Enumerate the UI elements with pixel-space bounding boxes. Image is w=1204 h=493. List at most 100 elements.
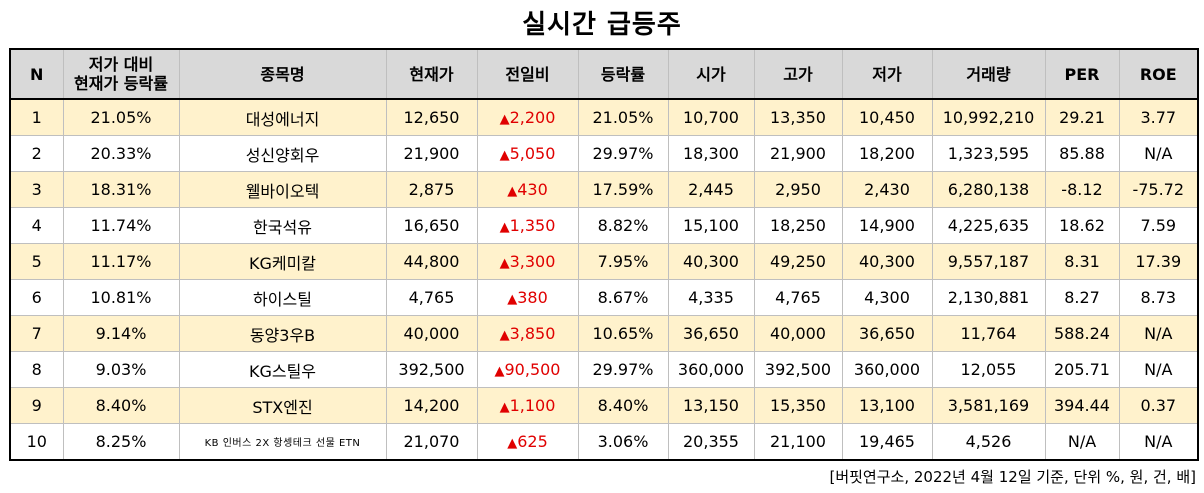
cell-col-roe: 7.59	[1118, 207, 1199, 244]
cell-col-low: 2,430	[841, 171, 933, 208]
cell-col-n: 10	[9, 423, 64, 461]
cell-col-name: 하이스틸	[178, 279, 387, 316]
cell-col-n: 4	[9, 207, 64, 244]
cell-col-current-price: 392,500	[385, 351, 478, 388]
cell-col-name: KG케미칼	[178, 243, 387, 280]
cell-col-open: 4,335	[667, 279, 755, 316]
header-col-low-vs-current-line: 현재가 등락률	[74, 74, 168, 93]
triangle-up-icon: ▲	[507, 436, 518, 451]
cell-col-open: 36,650	[667, 315, 755, 352]
triangle-up-icon: ▲	[499, 148, 510, 163]
cell-col-change-rate: 17.59%	[577, 171, 669, 208]
cell-col-change-rate: 7.95%	[577, 243, 669, 280]
cell-col-high: 49,250	[753, 243, 843, 280]
header-col-low-line: 저가	[872, 64, 902, 84]
header-col-roe: ROE	[1118, 48, 1199, 100]
cell-col-volume: 4,526	[931, 423, 1046, 461]
triangle-up-icon: ▲	[499, 400, 510, 415]
cell-col-per: 394.44	[1044, 387, 1120, 424]
cell-col-per: N/A	[1044, 423, 1120, 461]
cell-col-per: 18.62	[1044, 207, 1120, 244]
cell-col-change-rate: 8.40%	[577, 387, 669, 424]
cell-col-per: 8.31	[1044, 243, 1120, 280]
cell-col-roe: 3.77	[1118, 98, 1199, 136]
source-note: [버핏연구소, 2022년 4월 12일 기준, 단위 %, 원, 건, 배]	[829, 468, 1196, 486]
cell-col-n: 9	[9, 387, 64, 424]
cell-col-volume: 3,581,169	[931, 387, 1046, 424]
cell-col-high: 4,765	[753, 279, 843, 316]
cell-col-low: 13,100	[841, 387, 933, 424]
cell-col-name: KB 인버스 2X 항셍테크 선물 ETN	[178, 423, 387, 461]
header-col-name-line: 종목명	[260, 64, 305, 84]
cell-col-roe: 0.37	[1118, 387, 1199, 424]
cell-col-high: 15,350	[753, 387, 843, 424]
table-row: 9 8.40% STX엔진 14,200 ▲1,100 8.40% 13,150 15,350…	[9, 387, 1199, 424]
cell-col-n: 8	[9, 351, 64, 388]
cell-col-current-price: 21,900	[385, 135, 478, 172]
cell-col-roe: -75.72	[1118, 171, 1199, 208]
cell-col-volume: 2,130,881	[931, 279, 1046, 316]
stock-table: N 저가 대비 현재가 등락률 종목명 현재가 전일비 등락률 시가 고가 저가 거래량 PER ROE…	[9, 48, 1199, 461]
cell-col-change: ▲625	[476, 423, 579, 461]
cell-col-open: 40,300	[667, 243, 755, 280]
cell-col-low: 14,900	[841, 207, 933, 244]
cell-col-change: ▲5,050	[476, 135, 579, 172]
header-col-roe-line: ROE	[1139, 64, 1177, 84]
cell-col-current-price: 21,070	[385, 423, 478, 461]
cell-col-per: 588.24	[1044, 315, 1120, 352]
cell-col-current-price: 14,200	[385, 387, 478, 424]
cell-col-name: 대성에너지	[178, 98, 387, 136]
cell-col-per: 29.21	[1044, 98, 1120, 136]
header-col-volume: 거래량	[931, 48, 1046, 100]
cell-col-current-price: 16,650	[385, 207, 478, 244]
cell-col-change-rate: 3.06%	[577, 423, 669, 461]
header-col-n: N	[9, 48, 64, 100]
change-value: 1,100	[509, 396, 556, 415]
table-row: 4 11.74% 한국석유 16,650 ▲1,350 8.82% 15,100 18,250…	[9, 207, 1199, 244]
cell-col-volume: 4,225,635	[931, 207, 1046, 244]
cell-col-change: ▲1,100	[476, 387, 579, 424]
triangle-up-icon: ▲	[499, 112, 510, 127]
cell-col-roe: N/A	[1118, 423, 1199, 461]
header-col-n-line: N	[30, 64, 44, 84]
cell-col-open: 15,100	[667, 207, 755, 244]
table-row: 7 9.14% 동양3우B 40,000 ▲3,850 10.65% 36,650 40,00…	[9, 315, 1199, 352]
cell-col-per: 205.71	[1044, 351, 1120, 388]
change-value: 3,850	[509, 324, 556, 343]
table-row: 1 21.05% 대성에너지 12,650 ▲2,200 21.05% 10,700 13,3…	[9, 98, 1199, 136]
cell-col-change-rate: 29.97%	[577, 351, 669, 388]
table-row: 6 10.81% 하이스틸 4,765 ▲380 8.67% 4,335 4,765 4,300…	[9, 279, 1199, 316]
cell-col-roe: N/A	[1118, 351, 1199, 388]
cell-col-low: 40,300	[841, 243, 933, 280]
cell-col-current-price: 4,765	[385, 279, 478, 316]
cell-col-per: 8.27	[1044, 279, 1120, 316]
header-col-change-rate: 등락률	[577, 48, 669, 100]
cell-col-change: ▲2,200	[476, 98, 579, 136]
header-col-change-rate-line: 등락률	[600, 64, 646, 84]
cell-col-change: ▲3,300	[476, 243, 579, 280]
cell-col-high: 392,500	[753, 351, 843, 388]
cell-col-open: 13,150	[667, 387, 755, 424]
header-col-change-line: 전일비	[505, 64, 550, 84]
cell-col-change-rate: 8.82%	[577, 207, 669, 244]
header-col-per: PER	[1044, 48, 1120, 100]
change-value: 3,300	[509, 252, 556, 271]
cell-col-change: ▲90,500	[476, 351, 579, 388]
cell-col-name: KG스틸우	[178, 351, 387, 388]
cell-col-low-vs-current: 21.05%	[62, 98, 180, 136]
cell-col-volume: 12,055	[931, 351, 1046, 388]
cell-col-change: ▲1,350	[476, 207, 579, 244]
header-col-volume-line: 거래량	[966, 64, 1011, 84]
cell-col-change-rate: 8.67%	[577, 279, 669, 316]
cell-col-current-price: 2,875	[385, 171, 478, 208]
cell-col-low-vs-current: 20.33%	[62, 135, 180, 172]
cell-col-open: 360,000	[667, 351, 755, 388]
cell-col-name: 동양3우B	[178, 315, 387, 352]
header-col-change: 전일비	[476, 48, 579, 100]
cell-col-n: 2	[9, 135, 64, 172]
table-row: 3 18.31% 웰바이오텍 2,875 ▲430 17.59% 2,445 2,950 2,4…	[9, 171, 1199, 208]
cell-col-open: 20,355	[667, 423, 755, 461]
header-col-open: 시가	[667, 48, 755, 100]
change-value: 1,350	[509, 216, 556, 235]
cell-col-change-rate: 21.05%	[577, 98, 669, 136]
